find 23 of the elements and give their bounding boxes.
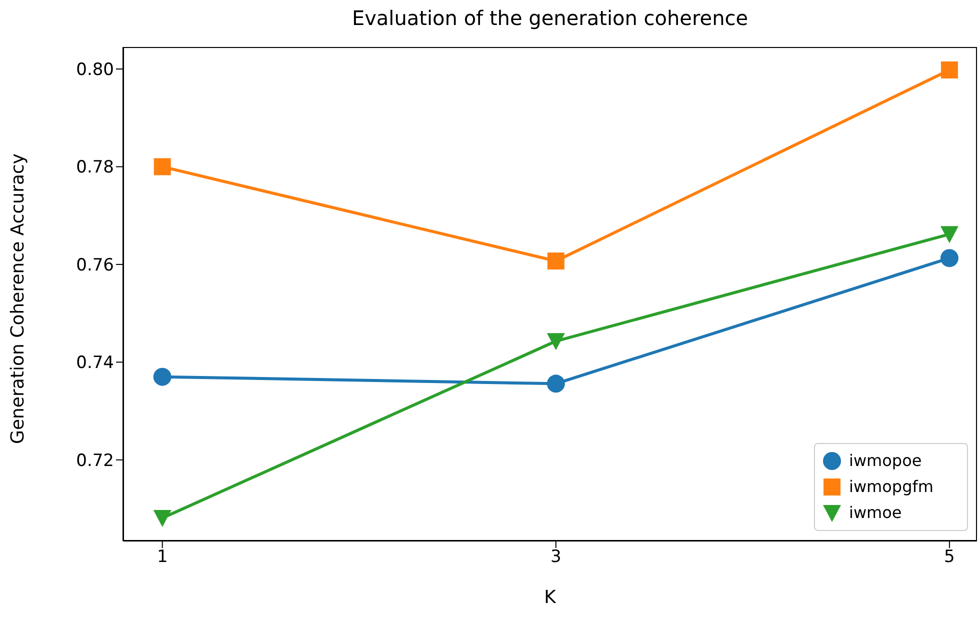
- y-axis-title: Generation Coherence Accuracy: [7, 153, 28, 444]
- point: [940, 61, 958, 78]
- point: [940, 249, 958, 268]
- chart-title: Evaluation of the generation coherence: [350, 6, 750, 30]
- legend-label: iwmoe: [849, 502, 902, 524]
- point: [154, 158, 171, 176]
- y-tick-label: 0.80: [76, 60, 114, 80]
- point: [546, 333, 565, 350]
- point: [546, 374, 565, 393]
- point: [153, 368, 172, 386]
- y-tick-label: 0.78: [76, 158, 114, 178]
- legend-label: iwmopoe: [849, 450, 922, 472]
- x-axis-title: K: [544, 587, 558, 608]
- point: [940, 226, 958, 244]
- point: [153, 510, 172, 528]
- y-tick-label: 0.72: [76, 450, 114, 471]
- legend-label: iwmopgfm: [849, 476, 934, 498]
- x-tick-label: 5: [944, 547, 955, 568]
- x-tick-label: 1: [156, 547, 168, 568]
- point: [547, 252, 564, 270]
- y-tick-label: 0.76: [76, 255, 114, 276]
- y-tick-label: 0.74: [76, 353, 114, 374]
- x-tick-label: 3: [550, 547, 562, 568]
